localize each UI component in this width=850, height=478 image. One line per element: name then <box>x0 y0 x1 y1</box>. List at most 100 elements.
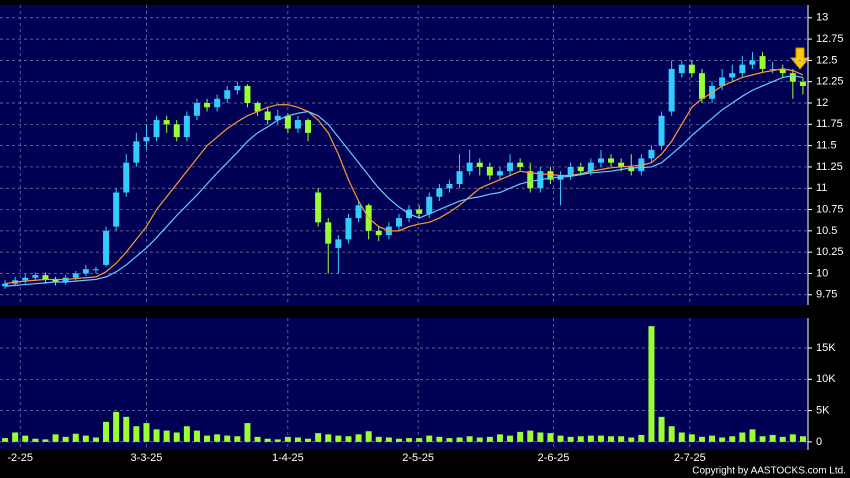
volume-bar <box>618 436 625 442</box>
y-tick-label: 11.5 <box>816 140 837 152</box>
y-tick-label: 11.75 <box>816 118 843 130</box>
candle-body <box>648 149 655 159</box>
candle-body <box>577 166 584 172</box>
volume-bar <box>244 423 251 442</box>
candle-body <box>113 192 120 227</box>
volume-bar <box>739 432 746 442</box>
candle-body <box>587 162 594 172</box>
y-tick-label: 12.5 <box>816 54 837 66</box>
x-tick-label: 2-7-25 <box>674 452 706 464</box>
volume-bar <box>12 432 19 442</box>
volume-bar <box>395 438 402 442</box>
candle-body <box>698 73 705 99</box>
volume-bar <box>517 431 524 442</box>
y-tick-label: 13 <box>816 12 828 24</box>
volume-bar <box>82 435 89 442</box>
candle-body <box>668 68 675 112</box>
candle-body <box>72 273 79 278</box>
y-tick-label: 10 <box>816 267 828 279</box>
candle-body <box>395 218 402 227</box>
y-tick-label: 10.5 <box>816 225 837 237</box>
candle-body <box>264 111 271 121</box>
volume-bar <box>678 432 685 442</box>
candle-body <box>719 77 726 86</box>
candle-body <box>567 166 574 176</box>
x-tick-label: 2-5-25 <box>402 452 434 464</box>
volume-bar <box>315 433 322 442</box>
candle-body <box>193 103 200 116</box>
volume-bar <box>749 429 756 442</box>
candle-body <box>759 56 766 69</box>
candle-body <box>466 162 473 172</box>
volume-bar <box>789 434 796 442</box>
volume-bar <box>567 436 574 442</box>
volume-bar <box>62 436 69 442</box>
candle-body <box>173 124 180 138</box>
volume-bar <box>143 423 150 442</box>
candle-body <box>456 171 463 184</box>
volume-bar <box>557 435 564 442</box>
candle-body <box>143 137 150 142</box>
volume-bar <box>436 436 443 442</box>
candle-body <box>103 230 110 265</box>
volume-bar <box>476 437 483 442</box>
candle-body <box>527 171 534 189</box>
candle-body <box>325 222 332 244</box>
volume-bar <box>698 436 705 442</box>
candle-body <box>234 85 241 91</box>
volume-bar <box>204 435 211 442</box>
y-tick-label: 12.25 <box>816 76 844 88</box>
moving-average-line <box>4 68 804 285</box>
candle-body <box>294 120 301 129</box>
candle-body <box>183 115 190 138</box>
volume-bar <box>52 434 59 442</box>
volume-bar <box>628 437 635 442</box>
y-tick-label: 11 <box>816 182 827 194</box>
candle-body <box>335 239 342 248</box>
candle-body <box>224 90 231 99</box>
volume-bar <box>173 432 180 442</box>
volume-bar <box>597 435 604 442</box>
volume-panel <box>0 318 808 450</box>
volume-bar <box>264 438 271 442</box>
candle-body <box>769 68 776 70</box>
volume-bar <box>32 438 39 442</box>
volume-bar <box>133 426 140 442</box>
volume-bar <box>345 436 352 442</box>
moving-average-line <box>4 75 804 287</box>
candle-body <box>547 171 554 180</box>
candle-body <box>628 166 635 172</box>
candle-body <box>52 279 59 282</box>
volume-bar <box>537 432 544 442</box>
volume-bar <box>123 416 130 442</box>
copyright: Copyright by AASTOCKS.com Ltd. <box>692 466 846 477</box>
volume-bar <box>486 436 493 442</box>
candle-body <box>436 188 443 197</box>
candle-body <box>133 141 140 163</box>
volume-bar <box>527 430 534 442</box>
candle-body <box>32 275 39 278</box>
volume-bar <box>456 437 463 442</box>
y-tick-label: 10.75 <box>816 203 844 215</box>
volume-bar <box>446 438 453 442</box>
candle-body <box>729 73 736 78</box>
volume-bar <box>254 436 261 442</box>
candle-body <box>739 64 746 74</box>
candle-body <box>254 103 261 112</box>
volume-bar <box>22 435 29 442</box>
candle-body <box>658 115 665 146</box>
volume-bar <box>113 411 120 442</box>
candle-body <box>446 183 453 189</box>
volume-bar <box>42 439 49 442</box>
volume-bar <box>335 435 342 442</box>
candle-body <box>779 68 786 74</box>
candle-body <box>507 162 514 172</box>
candle-body <box>618 162 625 167</box>
candle-body <box>375 230 382 236</box>
candle-body <box>2 283 9 287</box>
candle-body <box>82 269 89 274</box>
volume-bar <box>224 435 231 442</box>
volume-bar <box>375 436 382 442</box>
y-tick-label: 12.75 <box>816 33 844 45</box>
